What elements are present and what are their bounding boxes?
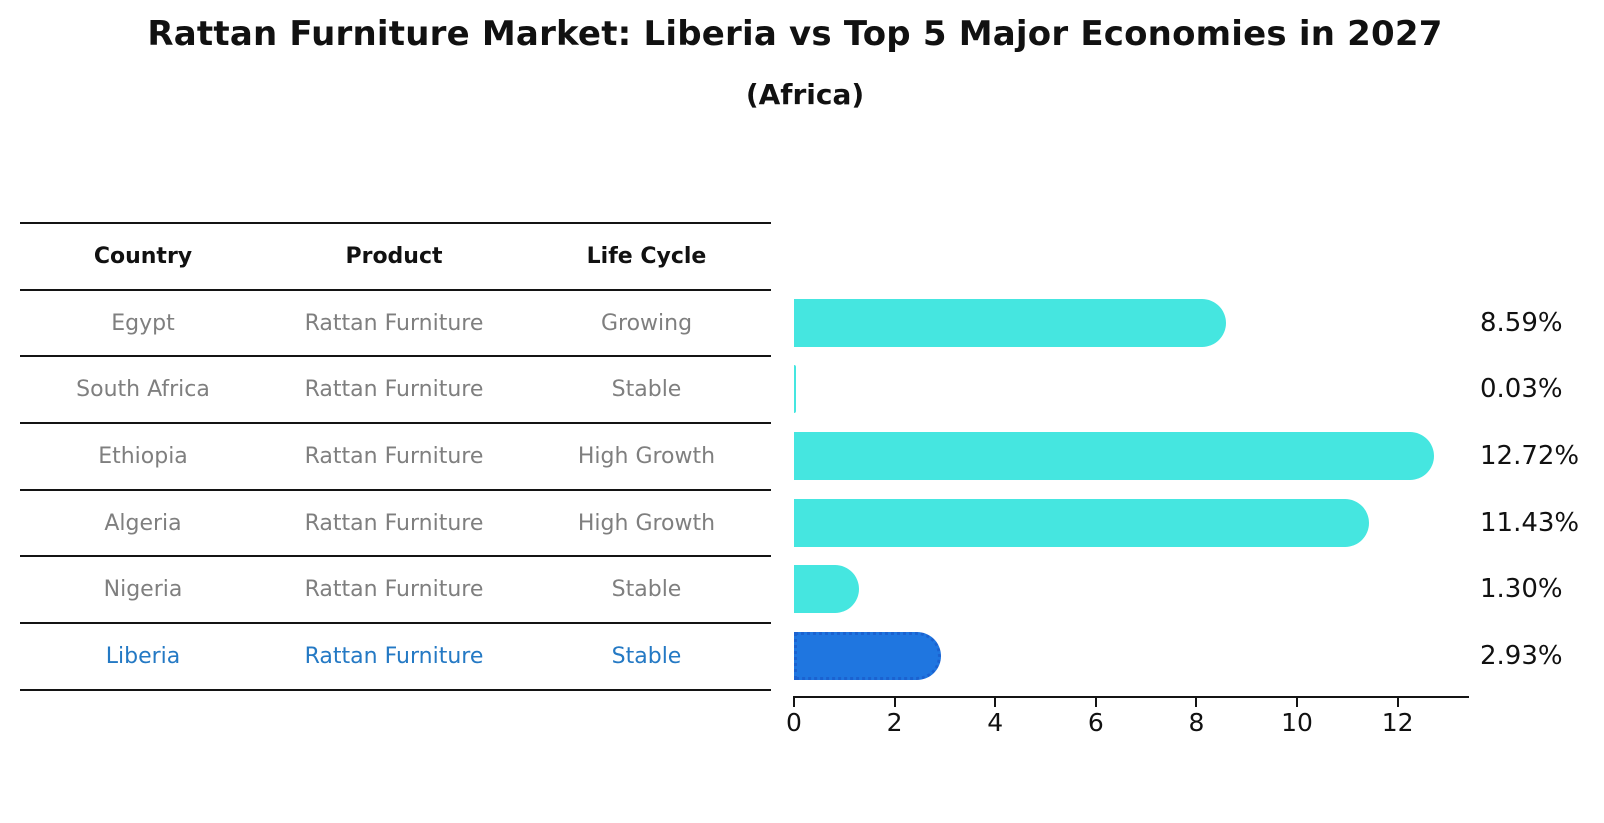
cell-country: Liberia [105,643,181,669]
cell-product: Rattan Furniture [304,310,484,336]
value-label-ethiopia: 12.72% [1480,441,1580,471]
x-tick-label: 6 [1087,708,1104,737]
chart-subtitle: (Africa) [745,78,865,111]
table-row-algeria: Algeria Rattan Furniture High Growth [20,488,771,556]
chart-title: Rattan Furniture Market: Liberia vs Top … [147,14,1443,54]
cell-life-cycle: Growing [600,310,693,336]
x-tick-label: 2 [886,708,903,737]
x-tick-label: 12 [1381,708,1414,737]
cell-life-cycle: High Growth [577,443,716,469]
bar-algeria [794,498,1369,547]
bar-ethiopia [794,432,1434,480]
table-row-liberia: Liberia Rattan Furniture Stable [20,622,771,689]
bar-egypt [794,298,1226,347]
table-header-row: Country Product Life Cycle [20,222,771,289]
cell-product: Rattan Furniture [304,577,484,603]
value-label-nigeria: 1.30% [1480,574,1563,605]
column-header-product: Product [345,243,443,269]
cell-product: Rattan Furniture [304,643,484,669]
cell-life-cycle: High Growth [577,510,716,536]
cell-product: Rattan Furniture [304,510,484,536]
table-row-ethiopia: Ethiopia Rattan Furniture High Growth [20,422,771,489]
bar-liberia [794,632,941,681]
table-row-nigeria: Nigeria Rattan Furniture Stable [20,555,771,622]
x-axis-line [793,696,1469,698]
cell-country: Egypt [111,310,175,336]
x-tick-label: 0 [786,708,802,737]
x-tick [1396,698,1399,707]
bar-south-africa [794,365,796,414]
cell-country: South Africa [76,377,210,403]
x-tick [893,698,896,707]
table-row-egypt: Egypt Rattan Furniture Growing [20,288,771,356]
x-tick [793,698,795,707]
comparison-table: Country Product Life Cycle Egypt Rattan F… [20,222,771,691]
bar-nigeria [794,565,859,614]
cell-country: Algeria [104,510,182,536]
cell-life-cycle: Stable [611,577,682,603]
cell-product: Rattan Furniture [304,377,484,403]
value-label-south-africa: 0.03% [1480,374,1563,405]
x-tick [994,698,997,707]
table-row-south-africa: South Africa Rattan Furniture Stable [20,355,771,422]
value-label-liberia: 2.93% [1480,641,1563,672]
x-tick [1296,698,1298,707]
column-header-life-cycle: Life Cycle [586,243,707,269]
table-body: Egypt Rattan Furniture Growing South Africa… [20,288,771,689]
cell-life-cycle: Stable [611,643,682,669]
column-header-country: Country [93,243,193,269]
cell-product: Rattan Furniture [304,443,484,469]
cell-life-cycle: Stable [611,377,682,403]
value-label-egypt: 8.59% [1480,307,1563,338]
x-tick [1094,698,1097,707]
cell-country: Ethiopia [98,443,188,469]
x-tick-label: 4 [987,708,1004,737]
x-tick [1195,698,1198,707]
x-tick-label: 8 [1188,708,1205,737]
x-tick-label: 10 [1281,708,1313,737]
value-label-algeria: 11.43% [1480,507,1580,538]
cell-country: Nigeria [103,577,183,603]
